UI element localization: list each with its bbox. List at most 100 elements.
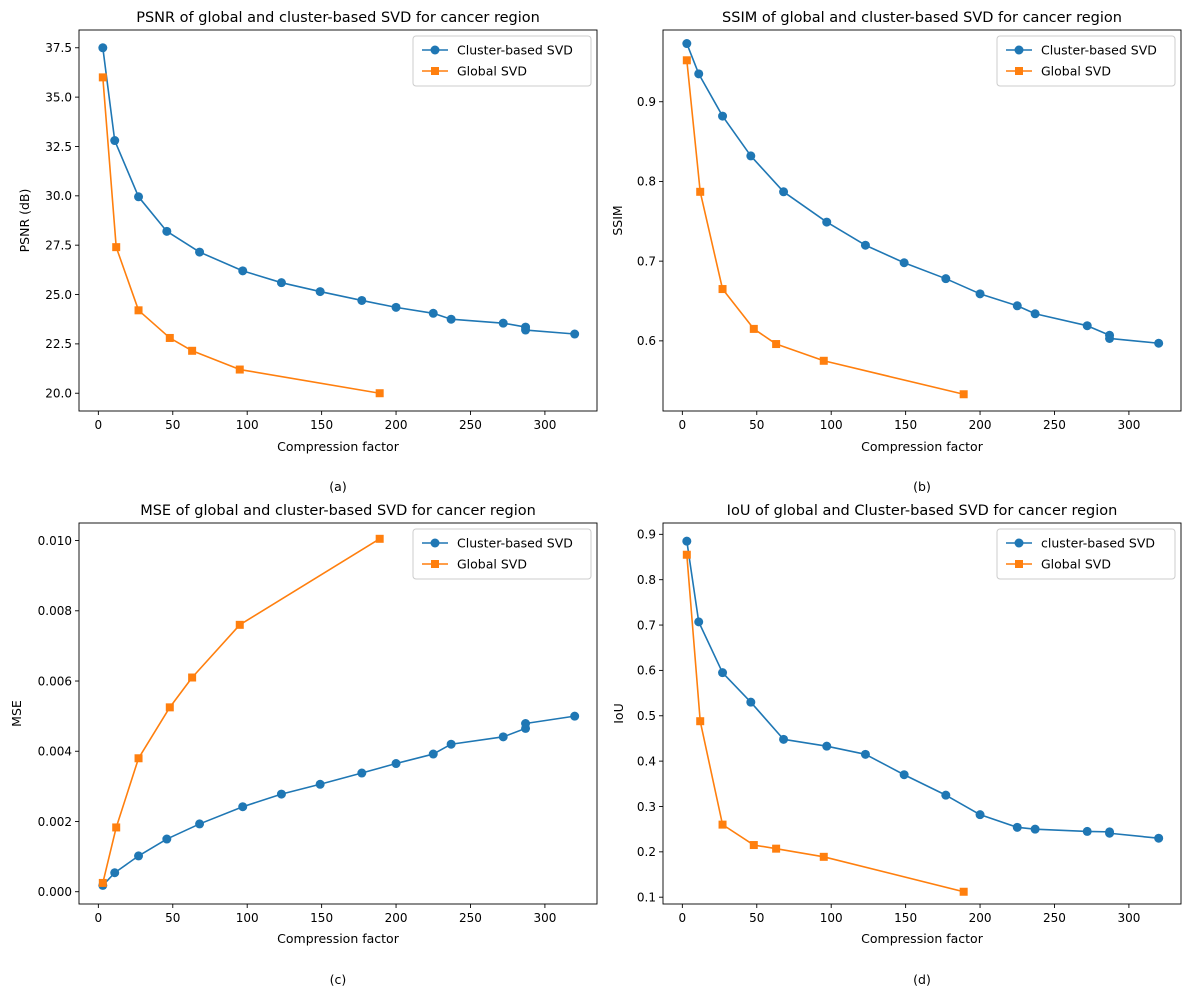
data-point [238,802,248,812]
data-point [1030,309,1040,319]
data-point [195,819,205,829]
series-line [686,541,1159,840]
data-point [446,314,456,324]
x-tick-label: 0 [679,911,687,925]
data-point [570,329,580,339]
x-axis-label: Compression factor [277,439,400,454]
legend-entry: Cluster-based SVD [1041,43,1157,58]
data-point [235,365,244,374]
y-tick-label: 0.7 [637,254,656,268]
data-point [165,703,174,712]
x-axis-label: Compression factor [861,931,984,946]
x-tick-label: 200 [969,418,992,432]
legend-marker [1015,560,1023,568]
x-tick-label: 150 [894,911,917,925]
y-tick-label: 0.1 [637,890,656,904]
data-point [276,278,286,288]
y-tick-label: 0.008 [38,604,72,618]
legend-entry: Global SVD [1041,64,1111,79]
y-axis-label: PSNR (dB) [17,189,32,253]
data-point [498,318,508,328]
x-tick-label: 150 [894,418,917,432]
data-point [959,887,968,896]
x-tick-label: 50 [165,418,180,432]
legend-marker [430,45,440,55]
data-point [165,333,174,342]
data-point [1012,301,1022,311]
data-point [975,289,985,299]
x-tick-label: 250 [1043,911,1066,925]
x-tick-label: 250 [459,418,482,432]
data-point [188,673,197,682]
legend-marker [431,67,439,75]
legend-entry: Cluster-based SVD [457,536,573,551]
data-point [570,711,580,721]
series-line [102,47,575,335]
x-tick-label: 250 [459,911,482,925]
y-tick-label: 0.2 [637,845,656,859]
legend-entry: Cluster-based SVD [457,43,573,58]
series-global-svd [682,550,968,896]
legend-box [412,35,592,87]
x-tick-label: 300 [1117,418,1140,432]
x-tick-label: 50 [749,911,764,925]
x-tick-label: 100 [820,911,843,925]
data-point [749,841,758,850]
y-tick-label: 0.3 [637,800,656,814]
data-point [110,136,120,146]
x-tick-label: 200 [385,418,408,432]
data-point [110,868,120,878]
data-point [718,668,728,678]
x-tick-label: 150 [310,911,333,925]
chart-title: IoU of global and Cluster-based SVD for … [727,503,1118,519]
data-point [357,768,367,778]
x-tick-label: 150 [310,418,333,432]
chart-panel-3: MSE of global and cluster-based SVD for … [9,503,598,987]
y-tick-label: 0.6 [637,664,656,678]
data-point [718,820,727,829]
data-point [682,536,692,546]
data-point [718,285,727,294]
data-point [375,534,384,543]
series-line [686,60,964,396]
y-tick-label: 0.004 [38,745,72,759]
data-point [391,759,401,769]
x-tick-label: 300 [533,911,556,925]
data-point [195,247,205,257]
x-tick-label: 0 [95,418,103,432]
plot-frame [662,29,1182,412]
data-point [498,732,508,742]
data-point [521,719,531,729]
x-tick-label: 50 [165,911,180,925]
y-tick-label: 37.5 [45,41,72,55]
legend-entry: Global SVD [457,557,527,572]
data-point [1082,826,1092,836]
data-point [162,226,172,236]
y-tick-label: 0.000 [38,885,72,899]
legend-box [996,528,1176,580]
legend: cluster-based SVD Global SVD [996,528,1176,580]
data-point [98,43,108,53]
data-point [959,390,968,399]
data-point [746,151,756,161]
data-point [375,389,384,398]
legend-marker [1014,45,1024,55]
chart-panel-2: SSIM of global and cluster-based SVD for… [610,10,1182,494]
series-cluster-svd [98,711,580,890]
panel-caption: (b) [913,479,931,494]
data-point [682,550,691,559]
data-point [899,258,909,268]
y-tick-label: 22.5 [45,337,72,351]
x-tick-label: 300 [1117,911,1140,925]
data-point [822,741,832,751]
y-tick-label: 30.0 [45,189,72,203]
legend: Cluster-based SVD Global SVD [996,35,1176,87]
data-point [391,302,401,312]
data-point [315,779,325,789]
data-point [428,308,438,318]
data-point [1082,321,1092,331]
y-tick-label: 32.5 [45,140,72,154]
data-point [428,749,438,759]
legend-marker [430,538,440,548]
